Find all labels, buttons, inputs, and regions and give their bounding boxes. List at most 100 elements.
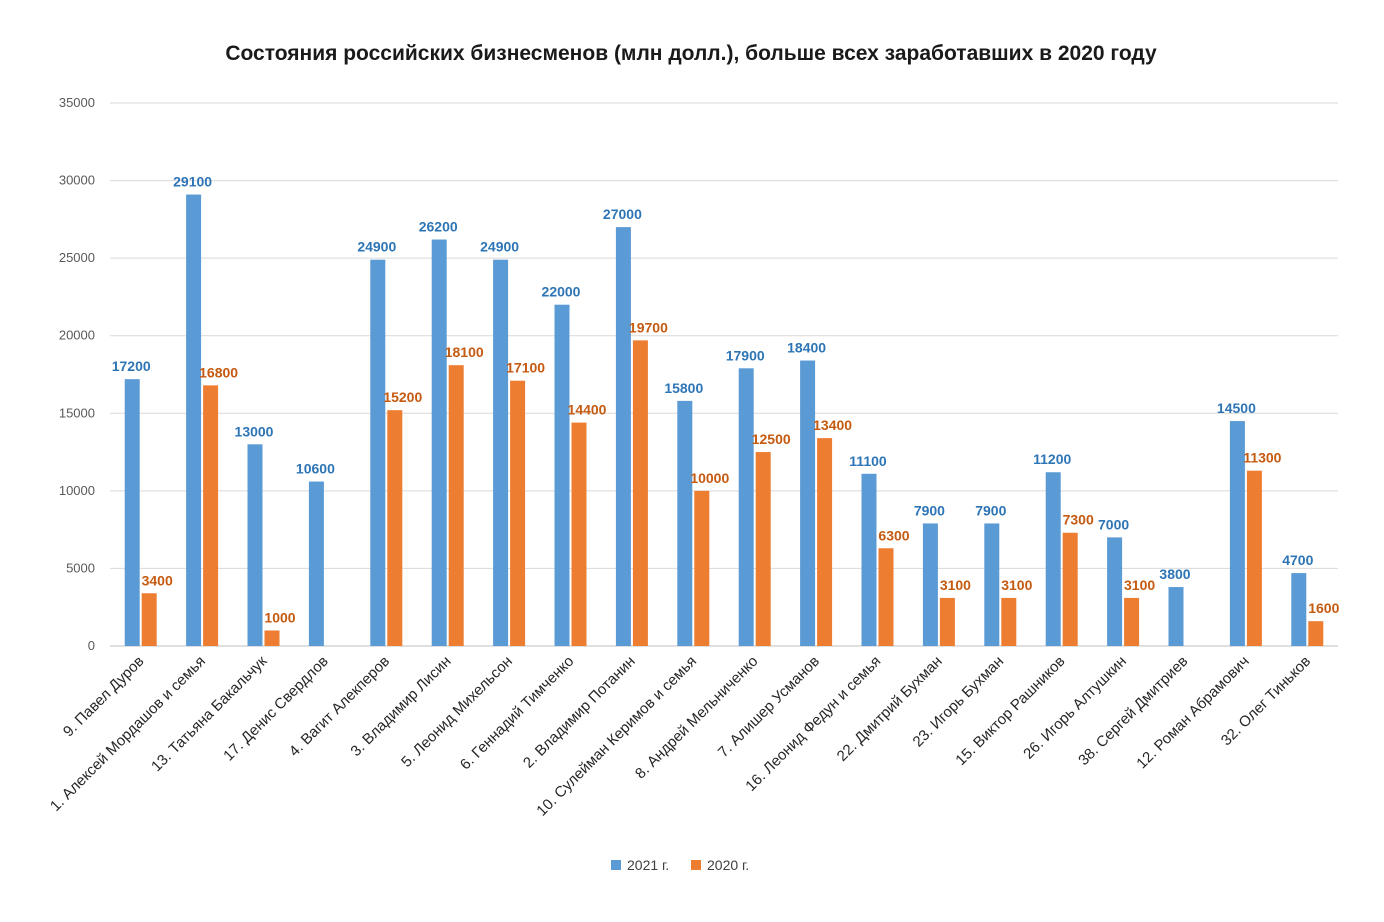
bar-series-2-5 [448,365,464,646]
bar-series-1-13 [922,523,938,646]
y-axis-ticks: 0 5000 10000 15000 20000 25000 30000 35000 [59,95,95,653]
y-tick-label: 35000 [59,95,95,110]
data-label: 11100 [849,453,887,469]
data-label: 17200 [112,358,151,374]
legend-swatch [611,860,621,870]
data-label: 13000 [235,423,274,439]
x-tick-label: 2. Владимир Потанин [520,653,639,772]
x-tick-label: 7. Алишер Усманов [715,653,823,761]
data-label: 7000 [1098,516,1129,532]
y-tick-label: 20000 [59,328,95,343]
data-label: 26200 [419,219,458,235]
bar-series-1-19 [1291,573,1307,646]
data-label: 14500 [1217,400,1256,416]
bar-series-1-8 [615,227,631,646]
y-tick-label: 0 [88,638,95,653]
bar-series-1-1 [186,194,202,646]
x-tick-label: 8. Андрей Мельниченко [632,653,762,783]
data-label: 15200 [383,389,422,405]
bar-series-1-11 [800,360,816,646]
bar-series-1-4 [370,259,386,646]
data-label: 18400 [787,340,826,356]
y-tick-label: 5000 [66,560,95,575]
data-label: 7900 [914,502,945,518]
data-label: 17100 [506,360,545,376]
x-tick-label: 26. Игорь Алтушкин [1020,653,1130,763]
bar-series-2-2 [264,630,280,646]
bar-series-1-6 [493,259,509,646]
data-label: 7300 [1063,512,1094,528]
data-label: 6300 [878,527,909,543]
x-tick-label: 17. Денис Свердлов [220,653,332,765]
data-label: 3100 [1001,577,1032,593]
data-label: 4700 [1282,552,1313,568]
data-label: 11200 [1033,451,1071,467]
bar-series-2-1 [203,385,219,646]
legend: 2021 г. 2020 г. [611,857,749,873]
bars [124,194,1324,647]
bar-series-2-12 [878,548,894,646]
data-labels: 17200 3400 29100 16800 13000 1000 10600 24900 15… [112,174,1340,626]
bar-series-2-7 [571,422,587,646]
bar-series-1-12 [861,473,877,646]
bar-series-2-14 [1001,597,1017,646]
data-label: 1000 [264,609,295,625]
data-label: 3800 [1159,566,1190,582]
bar-series-1-9 [677,400,693,646]
x-tick-label: 3. Владимир Лисин [347,653,454,760]
bar-series-1-14 [984,523,1000,646]
x-tick-label: 13. Татьяна Бакальчук [148,652,271,775]
y-tick-label: 30000 [59,173,95,188]
gridlines [110,102,1338,647]
x-tick-label: 6. Геннадий Тимченко [457,653,578,774]
x-tick-label: 4. Вагит Алекперов [286,653,393,760]
data-label: 10600 [296,461,335,477]
bar-series-2-9 [694,490,710,646]
data-label: 29100 [173,174,212,190]
x-tick-label: 38. Сергей Дмитриев [1075,653,1191,769]
data-label: 12500 [752,431,791,447]
bar-series-1-17 [1168,587,1184,646]
data-label: 24900 [480,239,519,255]
data-label: 24900 [357,239,396,255]
chart-title: Состояния российских бизнесменов (млн до… [225,42,1157,65]
data-label: 18100 [445,344,484,360]
bar-series-1-7 [554,304,570,646]
bar-series-2-18 [1246,470,1262,646]
data-label: 17900 [726,347,765,363]
data-label: 27000 [603,206,642,222]
bar-series-2-11 [817,438,833,646]
bar-series-2-4 [387,410,403,646]
data-label: 13400 [813,417,852,433]
x-tick-label: 5. Леонид Михельсон [398,653,516,771]
bar-series-2-16 [1124,597,1140,646]
legend-label: 2020 г. [707,857,749,873]
bar-series-2-15 [1062,532,1078,646]
bar-series-2-10 [755,452,771,646]
x-tick-label: 15. Виктор Рашников [952,653,1068,769]
data-label: 1600 [1308,600,1339,616]
data-label: 10000 [690,470,729,486]
data-label: 14400 [568,402,607,418]
data-label: 22000 [542,284,581,300]
x-tick-label: 12. Роман Абрамович [1133,653,1252,772]
y-tick-label: 10000 [59,483,95,498]
data-label: 15800 [664,380,703,396]
bar-series-2-19 [1308,621,1324,646]
data-label: 11300 [1243,450,1281,466]
y-tick-label: 15000 [59,405,95,420]
bar-series-1-2 [247,444,263,646]
legend-swatch [691,860,701,870]
data-label: 3400 [142,572,173,588]
bar-series-1-18 [1229,421,1245,646]
data-label: 3100 [940,577,971,593]
data-label: 19700 [629,319,668,335]
bar-series-1-3 [308,481,324,646]
bar-series-2-13 [939,597,955,646]
bar-series-1-16 [1107,537,1123,646]
bar-series-1-0 [124,379,140,646]
bar-series-2-8 [632,340,648,646]
